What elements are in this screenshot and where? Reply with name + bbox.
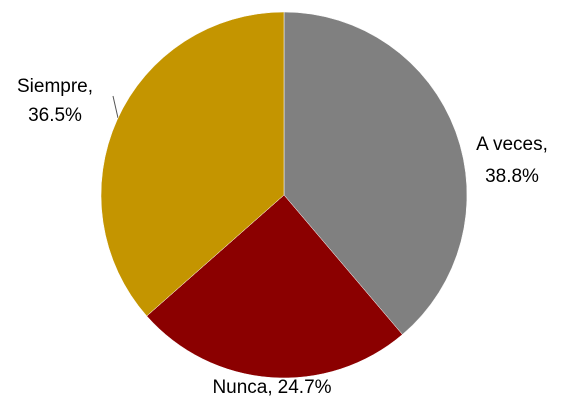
category-label: A veces, xyxy=(476,134,548,155)
value-label: 38.8% xyxy=(485,166,539,187)
leader-line xyxy=(112,95,119,119)
category-label: Nunca, xyxy=(212,377,272,398)
value-label: 36.5% xyxy=(28,105,82,126)
pie-slice xyxy=(100,11,285,317)
category-label: Siempre, xyxy=(17,76,93,97)
slice-label: Nunca, 24.7% xyxy=(212,377,331,398)
value-label: 24.7% xyxy=(278,377,332,398)
pie-slice xyxy=(283,11,468,335)
pie-slice xyxy=(146,194,403,379)
